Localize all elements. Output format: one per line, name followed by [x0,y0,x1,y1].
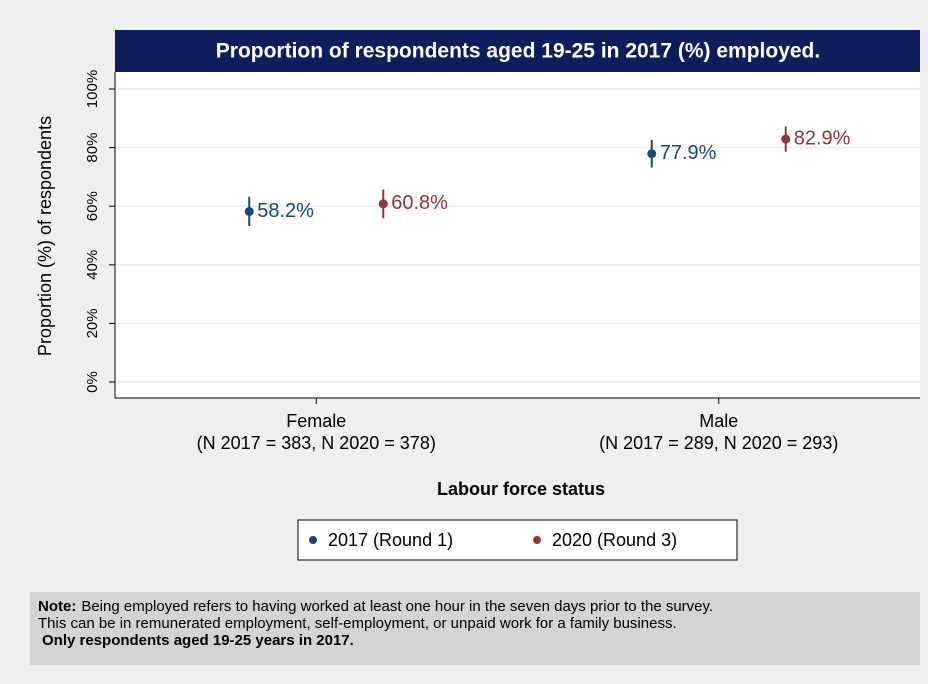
y-tick-label: 100% [84,70,101,108]
y-tick-label: 20% [84,308,101,338]
title-bar [115,30,920,72]
legend-marker [533,536,541,544]
value-label: 82.9% [794,127,851,149]
x-axis-label: Labour force status [437,479,605,499]
y-tick-label: 80% [84,133,101,163]
value-label: 77.9% [660,142,717,164]
dot [647,149,657,159]
legend-marker [309,536,317,544]
note-label: Note: [38,598,76,615]
y-tick-label: 0% [84,371,101,393]
value-label: 60.8% [391,192,448,214]
x-tick-label: Female [286,411,346,431]
x-tick-label: (N 2017 = 383, N 2020 = 378) [197,433,436,453]
dot [378,199,388,209]
y-tick-label: 40% [84,250,101,280]
y-tick-label: 60% [84,191,101,221]
value-label: 58.2% [257,200,314,222]
legend-label: 2020 (Round 3) [552,530,677,550]
dot [244,206,254,216]
legend-label: 2017 (Round 1) [328,530,453,550]
chart-title: Proportion of respondents aged 19-25 in … [216,40,820,63]
x-tick-label: (N 2017 = 289, N 2020 = 293) [599,433,838,453]
note-line: Being employed refers to having worked a… [81,598,713,615]
note-box [30,592,920,665]
y-axis-label: Proportion (%) of respondents [35,116,55,356]
legend [297,519,738,561]
note-text: Note: Being employed refers to having wor… [38,598,713,615]
x-tick-label: Male [699,411,738,431]
note-footer: Only respondents aged 19-25 years in 201… [42,632,354,649]
plot-area [115,72,920,398]
dot [781,134,791,144]
note-text: This can be in remunerated employment, s… [38,615,677,632]
